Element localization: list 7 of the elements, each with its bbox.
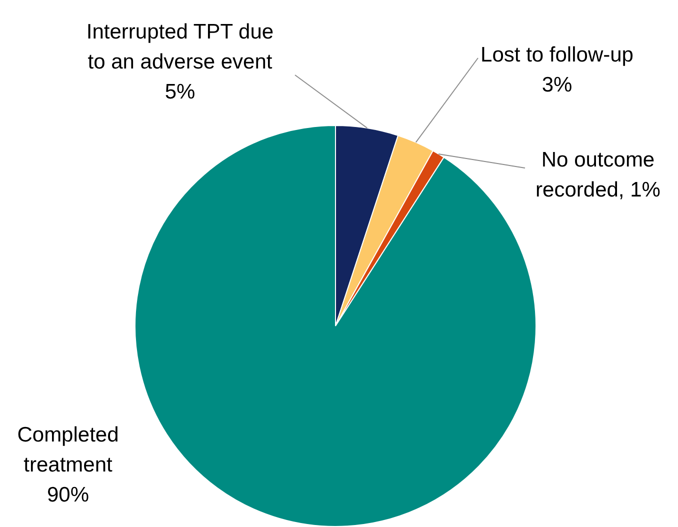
data-label: 3% xyxy=(542,73,572,96)
data-label: 5% xyxy=(164,80,196,104)
slice-label: Lost to follow-up xyxy=(480,43,634,66)
slice-label: Completed treatment xyxy=(17,423,119,476)
data-label: 90% xyxy=(46,483,90,506)
slice-label: No outcome recorded, 1% xyxy=(536,148,660,202)
slice-label: Interrupted TPT due to an adverse event xyxy=(86,20,274,74)
